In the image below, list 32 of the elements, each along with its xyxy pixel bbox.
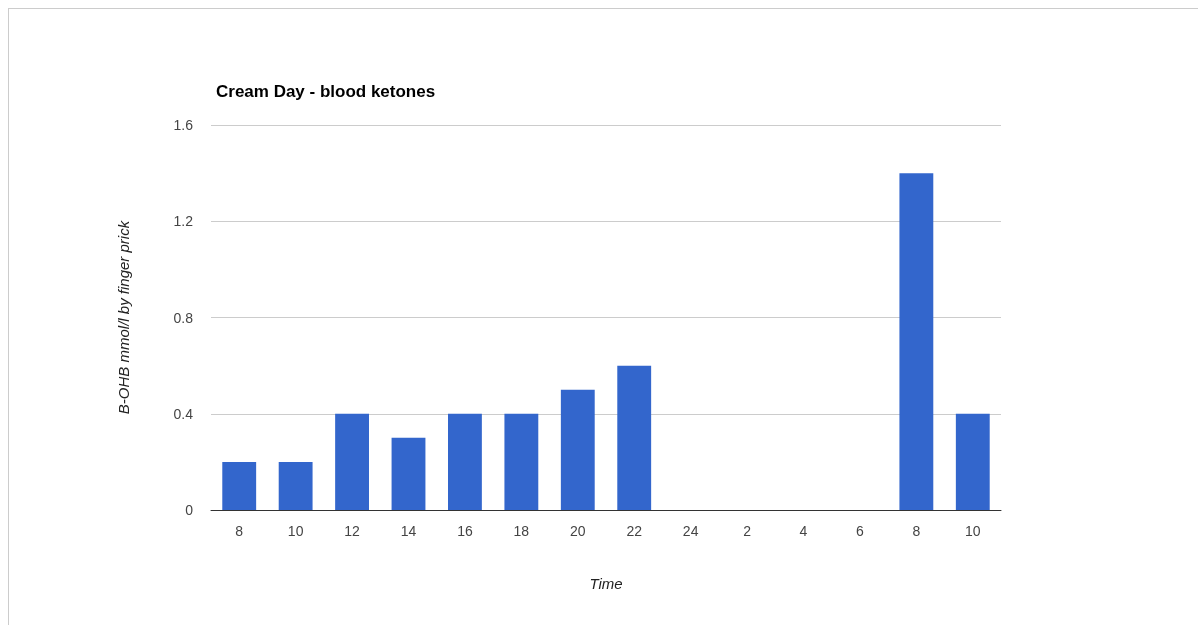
chart-title: Cream Day - blood ketones [216,82,436,101]
y-tick-label: 1.2 [173,213,194,230]
bar [560,389,595,510]
y-tick-label: 1.6 [173,117,194,133]
bar [278,461,313,510]
bar [899,173,934,510]
x-tick-label: 18 [513,523,530,539]
x-tick-label: 16 [457,523,473,539]
bar [504,413,539,510]
x-tick-label: 8 [235,523,244,539]
y-tick-label: 0.8 [173,309,194,326]
x-tick-label: 2 [743,523,752,539]
x-tick-label: 14 [400,523,417,539]
x-tick-label: 6 [856,523,865,539]
x-tick-label: 4 [799,523,808,539]
x-tick-label: 24 [682,523,699,539]
bar [222,461,257,510]
bar [391,437,426,510]
x-tick-label: 8 [912,523,921,539]
x-tick-label: 22 [626,523,643,539]
y-tick-label: 0.4 [173,405,194,422]
x-tick-label: 12 [344,523,361,539]
y-axis-title: B-OHB mmol/l by finger prick [115,219,132,415]
bar [448,413,482,510]
x-tick-label: 10 [965,523,981,539]
x-axis-title: Time [589,575,623,592]
y-tick-label: 0 [185,502,194,518]
x-tick-label: 10 [287,523,304,539]
x-tick-label: 20 [570,523,586,539]
bar [955,413,990,510]
bar [617,365,652,510]
bar [335,413,369,510]
